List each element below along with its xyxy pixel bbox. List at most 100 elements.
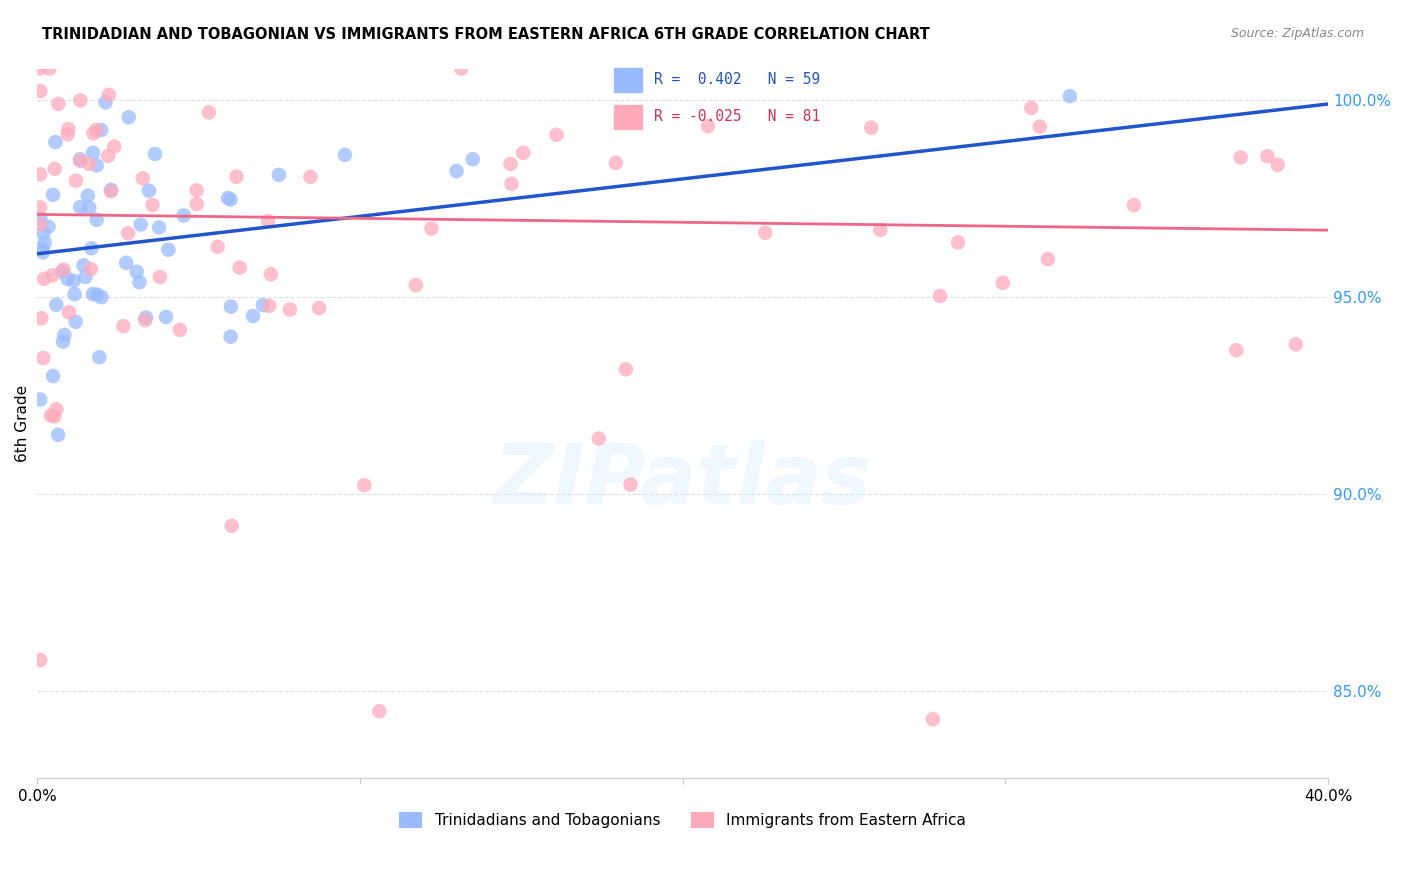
Point — [186, 197, 208, 211]
Point — [30, 201, 52, 215]
Point — [353, 478, 375, 492]
Point — [103, 139, 125, 153]
Text: TRINIDADIAN AND TOBAGONIAN VS IMMIGRANTS FROM EASTERN AFRICA 6TH GRADE CORRELATI: TRINIDADIAN AND TOBAGONIAN VS IMMIGRANTS… — [42, 27, 929, 42]
Point — [80, 262, 103, 277]
Point — [929, 289, 952, 303]
Point — [614, 362, 637, 376]
Point — [30, 392, 52, 407]
Point — [30, 311, 52, 326]
Point — [134, 313, 156, 327]
Point — [278, 302, 301, 317]
Point — [53, 328, 76, 343]
Point — [1029, 120, 1052, 134]
Bar — [614, 104, 641, 128]
Point — [405, 278, 427, 293]
Point — [242, 309, 264, 323]
Point — [1059, 89, 1081, 103]
Point — [221, 519, 243, 533]
Point — [446, 164, 468, 178]
Bar — [614, 68, 641, 92]
Point — [82, 287, 104, 301]
Point — [217, 191, 239, 205]
Point — [148, 220, 170, 235]
Point — [94, 95, 117, 110]
Point — [42, 187, 65, 202]
Point — [1267, 158, 1289, 172]
Point — [76, 188, 98, 202]
Point — [86, 212, 108, 227]
Point — [257, 214, 280, 228]
Point — [1285, 337, 1308, 351]
Point — [58, 122, 80, 136]
Point — [860, 120, 883, 135]
Point — [30, 62, 52, 76]
Point — [44, 409, 66, 424]
Point — [46, 96, 69, 111]
Point — [420, 221, 443, 235]
Point — [588, 432, 610, 446]
Point — [69, 153, 91, 167]
Point — [37, 219, 59, 234]
Point — [368, 704, 391, 718]
Point — [90, 290, 112, 304]
Point — [90, 123, 112, 137]
Point — [219, 193, 242, 207]
Point — [135, 310, 157, 325]
Point — [228, 260, 250, 275]
Point — [58, 305, 80, 319]
Point — [62, 274, 84, 288]
Point — [98, 87, 121, 102]
Point — [75, 269, 97, 284]
Point — [30, 218, 52, 232]
Point — [1225, 343, 1247, 358]
Point — [32, 245, 55, 260]
Point — [1256, 149, 1278, 163]
Text: Source: ZipAtlas.com: Source: ZipAtlas.com — [1230, 27, 1364, 40]
Point — [32, 227, 55, 241]
Point — [45, 402, 67, 417]
Point — [44, 161, 66, 176]
Point — [619, 477, 641, 491]
Point — [80, 241, 103, 255]
Point — [32, 272, 55, 286]
Point — [52, 262, 75, 277]
Point — [100, 183, 122, 197]
Point — [1036, 252, 1059, 266]
Point — [869, 223, 891, 237]
Point — [219, 329, 242, 343]
Point — [450, 62, 472, 76]
Text: ZIPatlas: ZIPatlas — [494, 440, 872, 521]
Point — [501, 177, 523, 191]
Point — [65, 173, 87, 187]
Point — [112, 319, 135, 334]
Point — [30, 84, 52, 98]
Point — [333, 148, 356, 162]
Point — [79, 201, 101, 215]
Point — [141, 198, 163, 212]
Point — [115, 256, 138, 270]
Point — [259, 299, 281, 313]
Point — [499, 157, 522, 171]
Point — [1229, 151, 1251, 165]
Point — [63, 287, 86, 301]
Point — [72, 258, 94, 272]
Point — [143, 147, 166, 161]
Point — [132, 171, 155, 186]
Point — [82, 126, 104, 140]
Point — [65, 315, 87, 329]
Legend: Trinidadians and Tobagonians, Immigrants from Eastern Africa: Trinidadians and Tobagonians, Immigrants… — [394, 806, 972, 834]
Point — [30, 653, 52, 667]
Point — [198, 105, 221, 120]
Y-axis label: 6th Grade: 6th Grade — [15, 384, 30, 462]
Point — [56, 271, 79, 285]
Point — [38, 62, 60, 76]
Point — [69, 200, 91, 214]
Point — [51, 264, 73, 278]
Point — [299, 169, 322, 184]
Point — [157, 243, 180, 257]
Point — [52, 334, 75, 349]
Point — [754, 226, 776, 240]
Point — [546, 128, 568, 142]
Point — [31, 242, 53, 256]
Point — [921, 712, 943, 726]
